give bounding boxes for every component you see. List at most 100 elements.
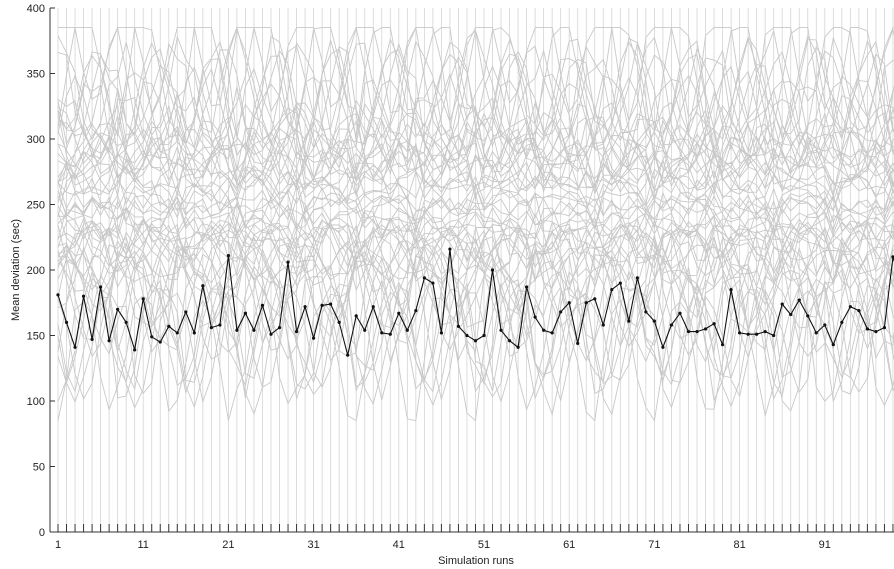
background-series-line xyxy=(57,180,894,231)
data-point xyxy=(695,329,699,334)
y-axis-title: Mean deviation (sec) xyxy=(10,219,22,321)
data-point xyxy=(124,320,128,324)
data-point xyxy=(652,319,657,323)
data-point xyxy=(337,320,341,324)
data-point xyxy=(806,314,810,318)
background-series-line xyxy=(57,184,894,236)
background-series-line xyxy=(57,188,894,244)
data-point xyxy=(525,285,529,289)
background-series-line xyxy=(57,116,894,182)
data-point xyxy=(448,247,452,251)
data-point xyxy=(576,341,580,345)
background-series-line xyxy=(57,222,894,292)
data-point xyxy=(158,340,162,344)
background-series-line xyxy=(57,217,894,283)
background-series-line xyxy=(57,118,894,200)
data-point xyxy=(567,301,571,305)
background-series-group xyxy=(57,25,894,422)
y-tick-labels: 0 50 100 150 200 250 300 350 400 xyxy=(27,3,55,539)
data-point xyxy=(644,310,648,314)
background-series-line xyxy=(57,198,894,250)
data-point xyxy=(746,332,750,336)
data-point xyxy=(882,326,887,330)
data-point xyxy=(814,331,818,335)
data-point xyxy=(465,333,469,338)
data-point xyxy=(439,331,443,335)
data-point xyxy=(363,328,367,332)
data-point xyxy=(150,335,154,339)
data-point xyxy=(840,320,844,324)
data-point xyxy=(703,327,708,331)
x-tick-label: 11 xyxy=(137,539,148,551)
data-point xyxy=(286,260,290,264)
y-tick-label: 100 xyxy=(27,396,45,408)
background-series-line xyxy=(57,270,894,399)
x-tick-label: 61 xyxy=(563,539,575,551)
data-point xyxy=(56,293,60,297)
data-point xyxy=(175,331,179,335)
background-series-line xyxy=(58,27,894,122)
x-tick-label: 91 xyxy=(819,539,831,551)
background-series-line xyxy=(57,25,894,147)
data-point xyxy=(661,345,665,349)
x-tick-label: 71 xyxy=(648,539,660,551)
data-point xyxy=(422,276,426,280)
y-tick-label: 250 xyxy=(27,200,45,212)
data-point xyxy=(865,327,870,331)
data-point xyxy=(831,343,835,347)
background-series-line xyxy=(57,86,894,179)
data-point xyxy=(891,255,894,259)
data-point xyxy=(848,305,852,309)
data-point xyxy=(610,288,614,292)
data-point xyxy=(73,345,77,349)
data-point xyxy=(729,288,733,292)
y-tick-label: 350 xyxy=(27,69,45,81)
x-tick-label: 81 xyxy=(733,539,745,551)
data-point xyxy=(354,314,358,318)
y-tick-label: 150 xyxy=(27,331,45,343)
y-tick-label: 300 xyxy=(27,134,45,146)
data-point xyxy=(235,328,239,332)
data-point xyxy=(277,326,282,330)
highlighted-series-line xyxy=(57,248,894,356)
data-point xyxy=(312,336,316,340)
data-point xyxy=(184,310,188,314)
background-series-line xyxy=(57,254,894,363)
x-tick-label: 31 xyxy=(307,539,319,551)
data-point xyxy=(763,329,767,334)
background-series-line xyxy=(57,178,894,231)
data-point xyxy=(857,309,861,313)
data-point xyxy=(669,323,674,327)
data-point xyxy=(499,328,503,332)
data-point xyxy=(507,339,512,343)
data-point xyxy=(823,323,827,327)
data-point xyxy=(397,311,401,315)
data-point xyxy=(201,284,205,288)
data-point xyxy=(542,328,546,332)
background-series-line xyxy=(57,103,894,179)
data-point xyxy=(167,324,171,328)
data-point xyxy=(320,303,324,307)
data-point xyxy=(533,315,537,319)
data-point xyxy=(601,323,605,327)
data-point xyxy=(593,297,597,301)
data-point xyxy=(81,294,86,298)
background-series-line xyxy=(57,223,894,293)
data-point xyxy=(678,311,682,315)
data-point xyxy=(490,268,495,272)
data-point xyxy=(414,309,418,313)
data-point xyxy=(559,310,563,314)
y-tick-label: 50 xyxy=(33,462,45,474)
y-tick-label: 0 xyxy=(39,527,45,539)
data-point xyxy=(99,285,103,289)
background-series-line xyxy=(57,244,894,354)
y-tick-label: 200 xyxy=(27,265,45,277)
background-series-line xyxy=(57,125,894,197)
data-point xyxy=(218,323,222,327)
data-point xyxy=(64,320,69,324)
data-point xyxy=(584,301,588,305)
data-point xyxy=(388,332,392,336)
data-point xyxy=(550,331,554,335)
data-point xyxy=(90,337,94,342)
